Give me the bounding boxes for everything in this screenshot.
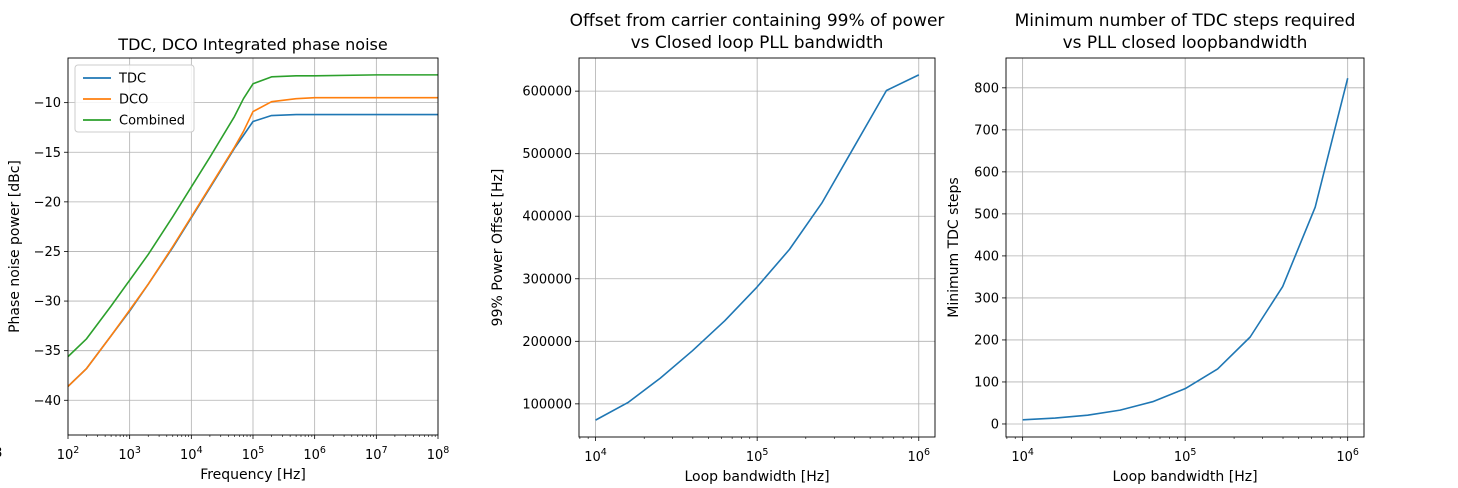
y-tick-label: 700	[974, 123, 999, 138]
x-tick-label: 104	[1011, 447, 1034, 465]
panel-integrated-phase-noise: 102 103 104 105 106 107 108 −10 −15 −20 −25 −30 −35 −…	[7, 35, 449, 483]
chart-title: vs Closed loop PLL bandwidth	[631, 33, 884, 53]
panel-power-offset-vs-bandwidth: 104 105 106 100000 200000 300000 400000 500000 6…	[490, 11, 944, 485]
y-tick-label: 400000	[522, 210, 572, 225]
y-tick-label: −30	[34, 295, 61, 310]
x-axis-label: Frequency [Hz]	[200, 467, 306, 483]
y-tick-label: −10	[34, 96, 61, 111]
x-axis-label: Loop bandwidth [Hz]	[684, 469, 829, 485]
y-tick-label: 200000	[522, 335, 572, 350]
y-tick-label: 500000	[522, 147, 572, 162]
plot-frame	[578, 57, 936, 438]
panel-tdc-steps-vs-bandwidth: 104 105 106 0 100 200 300 400 500 600 700 800 Minimu…	[946, 11, 1365, 485]
y-tick-label: 500	[974, 207, 999, 222]
y-axis-label: Minimum TDC steps	[946, 177, 962, 317]
chart-title: vs PLL closed loopbandwidth	[1063, 33, 1308, 53]
y-tick-label: −25	[34, 245, 61, 260]
x-tick-label: 103	[118, 445, 141, 463]
x-tick-label: 106	[1336, 447, 1359, 465]
y-tick-label: 600	[974, 165, 999, 180]
x-tick-label: 102	[57, 445, 80, 463]
plot-frame	[67, 57, 439, 436]
y-tick-label: −20	[34, 195, 61, 210]
y-tick-label: 300000	[522, 272, 572, 287]
legend: TDC DCO Combined	[74, 64, 195, 133]
series-line-dco	[67, 96, 438, 387]
plot-frame	[1005, 57, 1365, 438]
y-tick-label: 100000	[522, 397, 572, 412]
legend-label: Combined	[119, 114, 185, 129]
y-axis-label: 99% Power Offset [Hz]	[490, 169, 506, 327]
y-tick-label: −35	[34, 344, 61, 359]
x-tick-label: 104	[584, 447, 607, 465]
y-tick-label: 800	[974, 81, 999, 96]
y-tick-label: −15	[34, 146, 61, 161]
clipped-tick-fragment: 8	[0, 446, 2, 461]
series-line-combined	[67, 74, 438, 358]
chart-title: Offset from carrier containing 99% of po…	[570, 11, 945, 31]
chart-title: Minimum number of TDC steps required	[1015, 11, 1356, 31]
x-tick-label: 107	[365, 445, 388, 463]
y-tick-label: 100	[974, 375, 999, 390]
y-tick-label: −40	[34, 394, 61, 409]
chart-title: TDC, DCO Integrated phase noise	[117, 35, 387, 54]
y-tick-label: 0	[991, 417, 999, 432]
y-tick-label: 400	[974, 249, 999, 264]
x-axis-label: Loop bandwidth [Hz]	[1112, 469, 1257, 485]
x-tick-label: 106	[907, 447, 930, 465]
series-line-main	[1022, 77, 1349, 421]
legend-label: TDC	[118, 72, 146, 87]
legend-label: DCO	[119, 93, 148, 108]
x-tick-label: 108	[427, 445, 450, 463]
x-tick-label: 105	[746, 447, 769, 465]
x-tick-label: 105	[1174, 447, 1197, 465]
y-tick-label: 600000	[522, 85, 572, 100]
legend-box	[74, 64, 195, 133]
series-line-main	[595, 74, 920, 421]
y-axis-label: Phase noise power [dBc]	[7, 160, 23, 333]
x-tick-label: 104	[180, 445, 203, 463]
y-tick-label: 200	[974, 333, 999, 348]
y-tick-label: 300	[974, 291, 999, 306]
x-tick-label: 106	[303, 445, 326, 463]
x-tick-label: 105	[242, 445, 265, 463]
